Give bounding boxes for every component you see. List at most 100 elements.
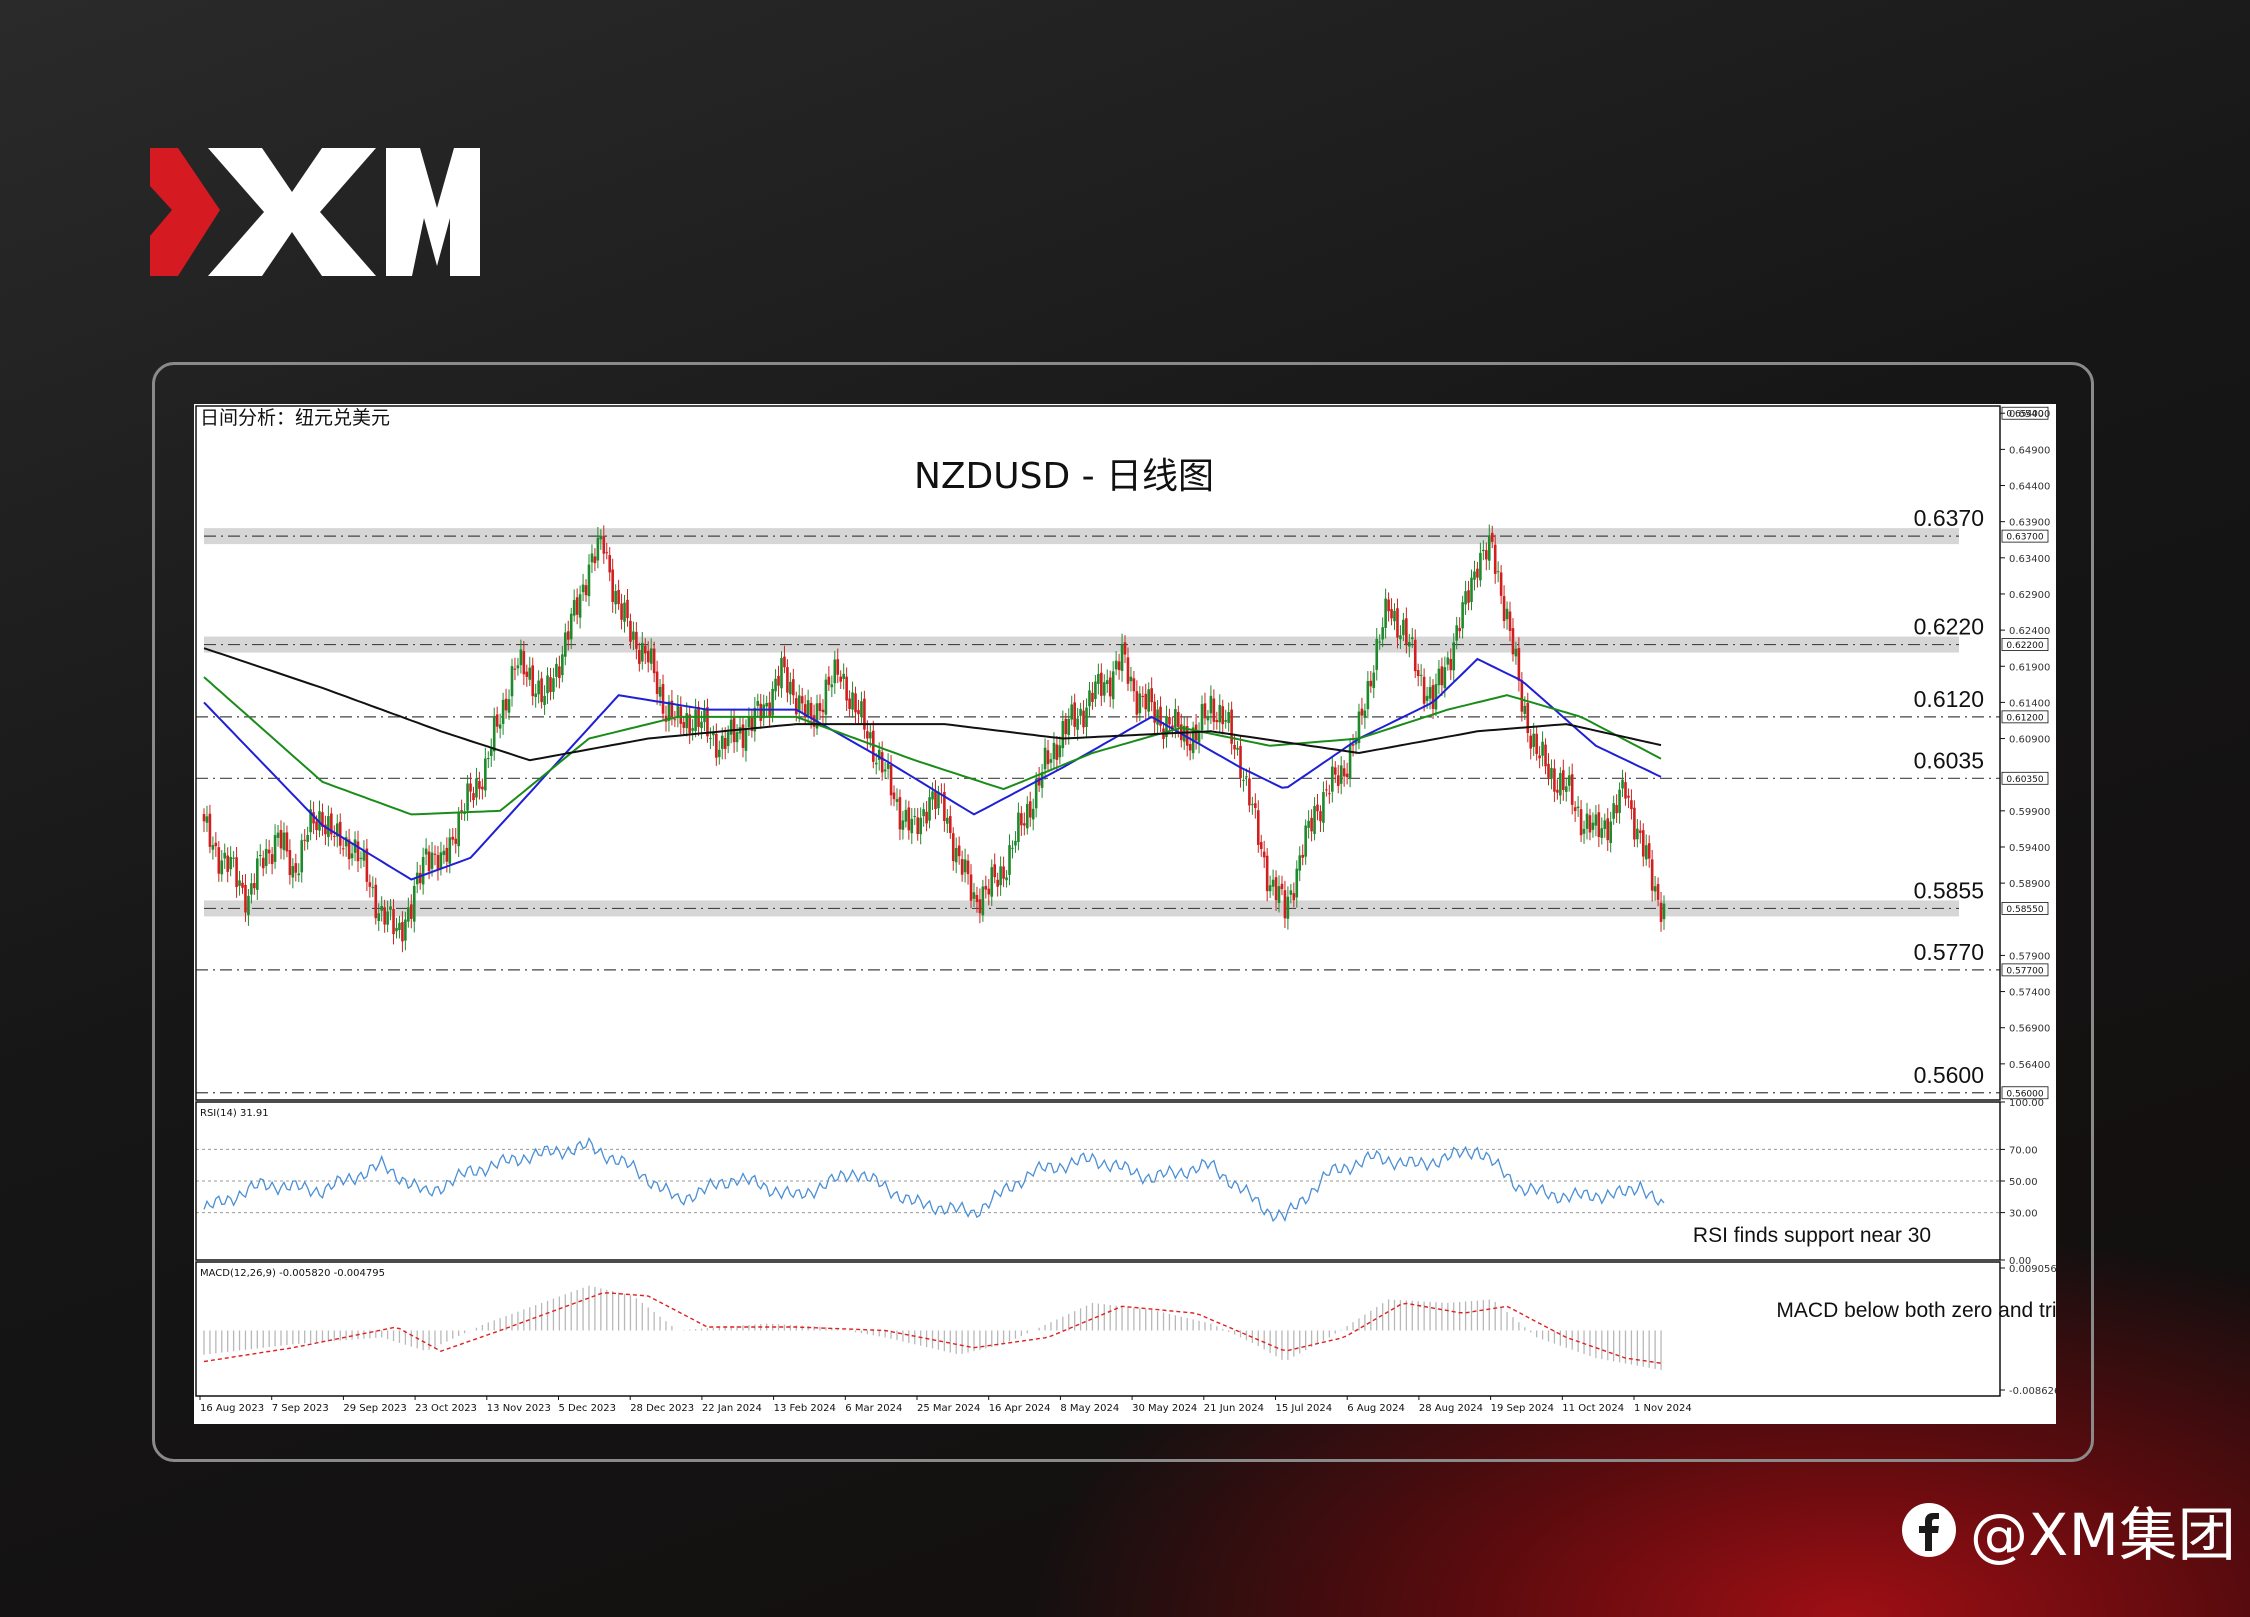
candle-body [925,811,928,824]
candle-body [1313,806,1316,834]
candle-body [1630,800,1633,810]
macd-signal-line [203,1292,1662,1364]
candle-body [1458,627,1461,632]
candle-body [590,553,594,563]
candle-body [1662,903,1666,920]
candle-body [848,698,851,709]
candle-body [1040,772,1044,788]
y-tick-label: 0.58900 [2009,879,2050,890]
candle-body [1126,657,1130,684]
x-tick-label: 13 Nov 2023 [487,1403,551,1414]
candle-body [626,599,629,619]
candle-body [931,791,934,800]
candle-body [1129,676,1133,682]
candle-body [646,650,650,663]
x-tick-label: 6 Aug 2024 [1347,1403,1405,1414]
level-price-tag-box [2001,771,2049,785]
candle-body [1505,608,1509,620]
candle-body [1307,820,1310,828]
candle-body [845,676,848,701]
candle-body [537,680,540,695]
y-tick-label: 0.65400 [2009,409,2050,420]
candle-body [771,688,774,716]
candle-body [937,791,940,809]
candle-body [1079,708,1082,716]
candle-body [1185,726,1189,746]
candle-body [247,895,250,916]
candle-body [1576,806,1580,809]
candle-body [1245,776,1248,778]
candle-body [1556,789,1559,793]
candle-body [833,659,837,684]
rsi-line [203,1136,1665,1223]
candle-body [821,709,825,713]
candle-body [649,648,653,664]
candle-body [1028,801,1032,818]
candle-body [445,847,449,862]
moving-average-line [203,647,1662,762]
candle-body [1259,842,1263,850]
candle-body [1271,879,1275,887]
candle-body [1333,767,1337,775]
candle-body [1153,701,1156,723]
candle-body [279,829,283,849]
candle-body [1461,602,1464,629]
candle-body [1097,673,1100,684]
candle-body [860,701,863,718]
candle-body [1357,711,1361,744]
candle-body [578,594,582,618]
candle-body [1174,709,1177,728]
candle-body [640,642,644,662]
candle-body [783,656,786,668]
candle-body [990,867,994,897]
candle-body [1005,877,1008,881]
candle-body [1055,744,1059,760]
candle-body [694,709,697,732]
level-label: 0.5600 [1914,1062,1984,1088]
candle-body [214,842,218,847]
candle-body [1535,733,1538,755]
candle-body [211,845,215,850]
candle-body [1562,770,1565,790]
y-tick-label: 0.62900 [2009,590,2050,601]
candle-body [706,707,709,737]
y-tick-label: 0.60900 [2009,735,2050,746]
candle-body [421,857,425,885]
candle-body [815,703,819,729]
candle-body [1289,890,1293,895]
level-price-tag: 0.65400 [2006,410,2043,420]
candle-body [1553,768,1556,792]
candle-body [1262,851,1266,858]
candle-body [1381,627,1384,640]
x-tick-label: 16 Aug 2023 [200,1403,264,1414]
social-handle[interactable]: @XM集团 [1900,1500,2236,1569]
candle-body [907,807,911,831]
candle-body [321,812,324,827]
candle-body [1479,552,1482,581]
candle-body [943,791,946,821]
rsi-tick-label: 70.00 [2009,1145,2038,1156]
candle-body [866,731,869,739]
candle-body [789,681,792,695]
moving-average-line [203,657,1662,881]
candle-body [430,852,434,869]
candle-body [282,832,286,851]
candle-body [442,850,446,856]
candle-body [1369,680,1373,687]
candle-body [709,738,712,740]
candle-body [948,816,952,833]
rsi-tick-label: 30.00 [2009,1209,2038,1220]
candle-body [415,872,419,885]
x-tick-label: 8 May 2024 [1060,1403,1119,1414]
candle-body [1304,825,1307,857]
candle-body [258,855,262,857]
candle-body [291,866,295,878]
candle-body [913,816,917,818]
candle-body [1265,855,1269,892]
facebook-icon [1902,1503,1956,1557]
candle-body [792,679,795,696]
candle-body [1052,742,1056,760]
candle-body [652,648,656,674]
candle-body [232,857,235,859]
x-tick-label: 11 Oct 2024 [1562,1403,1624,1414]
